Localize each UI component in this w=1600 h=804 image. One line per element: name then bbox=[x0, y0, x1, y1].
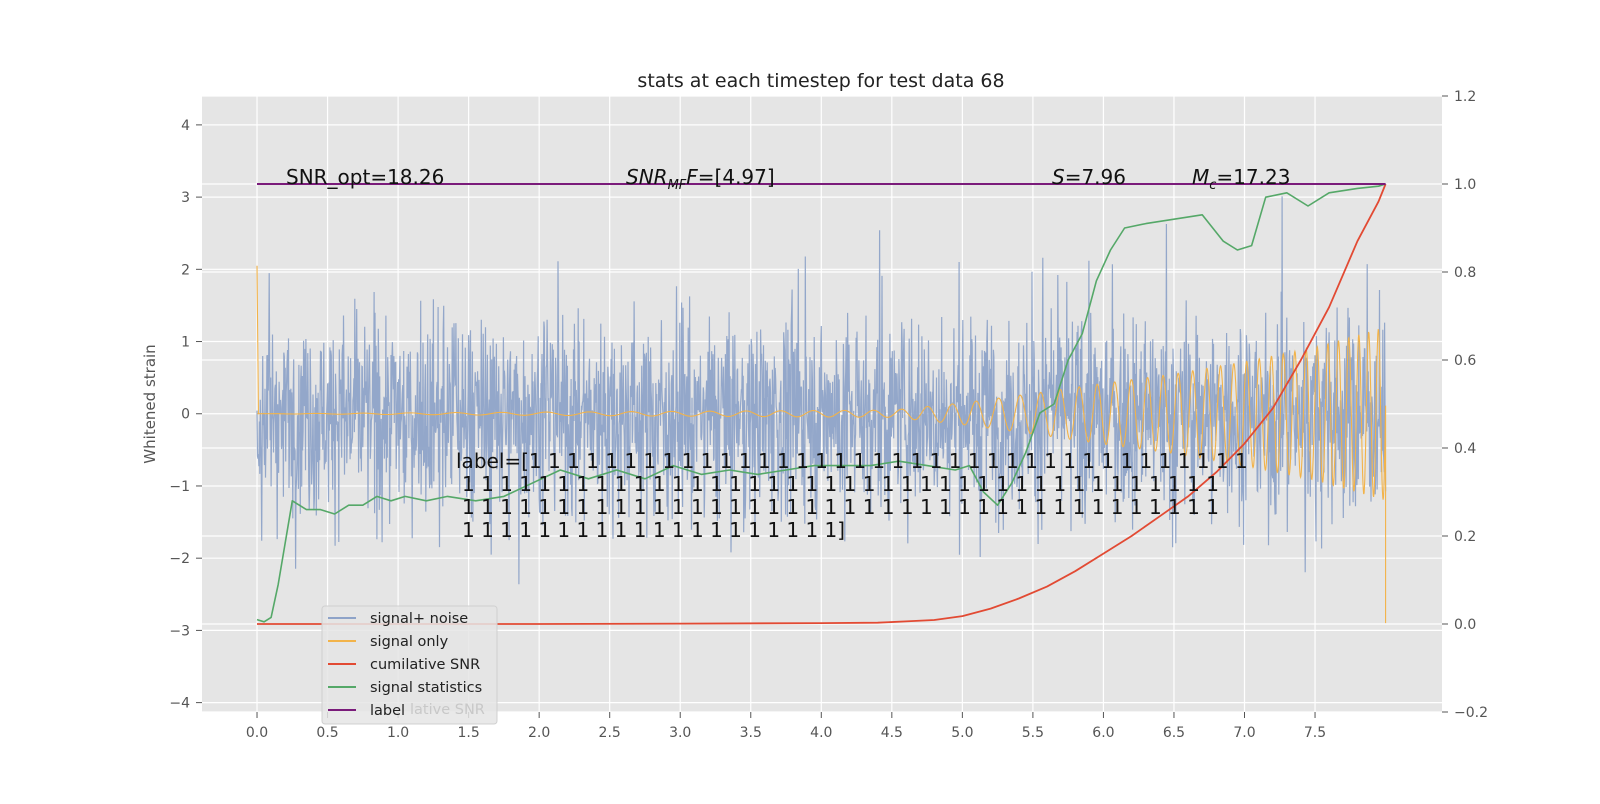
y-tick-label: −2 bbox=[169, 551, 190, 567]
x-tick-label: 4.0 bbox=[810, 725, 832, 741]
series-signal-noise bbox=[256, 196, 1387, 585]
x-tick-label: 7.5 bbox=[1304, 725, 1326, 741]
x-tick-label: 2.5 bbox=[599, 725, 621, 741]
y-axis-label: Whitened strain bbox=[141, 344, 159, 463]
series-signal-statistics bbox=[256, 183, 1386, 623]
y-tick-label: 0 bbox=[181, 407, 190, 423]
y-tick-label: 3 bbox=[181, 190, 190, 206]
x-tick-label: 1.0 bbox=[387, 725, 409, 741]
x-tick-label: 3.0 bbox=[669, 725, 691, 741]
y-tick-label: 1 bbox=[181, 335, 190, 351]
y-tick-label: −3 bbox=[169, 623, 190, 639]
y2-tick-label: 0.2 bbox=[1454, 529, 1476, 545]
legend-bleed-text: lative SNR bbox=[410, 702, 485, 718]
y2-tick-label: 1.2 bbox=[1454, 89, 1476, 105]
series-layer bbox=[256, 183, 1387, 625]
x-tick-label: 0.0 bbox=[246, 725, 268, 741]
label-array-line: label=[1 1 1 1 1 1 1 1 1 1 1 1 1 1 1 1 1… bbox=[456, 449, 1248, 473]
x-tick-label: 2.0 bbox=[528, 725, 550, 741]
y-tick-label: 2 bbox=[181, 262, 190, 278]
y2-tick-label: 0.0 bbox=[1454, 617, 1476, 633]
y-tick-label: −1 bbox=[169, 479, 190, 495]
y2-tick-label: 1.0 bbox=[1454, 177, 1476, 193]
annotations: SNR_opt=18.26 SNRMFF=[4.97] S=7.96 Mc=17.23… bbox=[286, 165, 1290, 542]
x-tick-label: 5.5 bbox=[1022, 725, 1044, 741]
chart-title: stats at each timestep for test data 68 bbox=[637, 70, 1004, 92]
x-tick-label: 1.5 bbox=[457, 725, 479, 741]
series-cumulative-snr bbox=[257, 183, 1387, 625]
legend-entry: signal statistics bbox=[370, 680, 482, 696]
x-tick-label: 6.0 bbox=[1092, 725, 1114, 741]
x-tick-label: 0.5 bbox=[316, 725, 338, 741]
legend: lative SNR signal+ noise signal only cumila… bbox=[321, 605, 498, 725]
axes: 0.0 0.5 1.0 1.5 2.0 2.5 3.0 3.5 4.0 4.5 5.0 5.5 6.0 6… bbox=[169, 89, 1488, 741]
y2-tick-label: 0.8 bbox=[1454, 265, 1476, 281]
y2-tick-label: 0.6 bbox=[1454, 353, 1476, 369]
legend-box bbox=[321, 605, 498, 725]
annotation-snr-opt: SNR_opt=18.26 bbox=[286, 165, 444, 189]
y-tick-label: −4 bbox=[169, 696, 190, 712]
x-tick-label: 4.5 bbox=[881, 725, 903, 741]
label-array-line: 1 1 1 1 1 1 1 1 1 1 1 1 1 1 1 1 1 1 1 1 … bbox=[462, 472, 1219, 496]
label-array-line: 1 1 1 1 1 1 1 1 1 1 1 1 1 1 1 1 1 1 1 1] bbox=[462, 518, 845, 542]
legend-entry: label bbox=[370, 703, 405, 719]
x-tick-label: 5.0 bbox=[951, 725, 973, 741]
y2-tick-label: 0.4 bbox=[1454, 441, 1476, 457]
legend-entry: signal only bbox=[370, 634, 449, 650]
y-tick-label: 4 bbox=[181, 118, 190, 134]
x-tick-label: 6.5 bbox=[1163, 725, 1185, 741]
label-array-line: 1 1 1 1 1 1 1 1 1 1 1 1 1 1 1 1 1 1 1 1 … bbox=[462, 495, 1219, 519]
annotation-snr-mf: SNRMFF=[4.97] bbox=[626, 165, 775, 193]
x-tick-label: 3.5 bbox=[740, 725, 762, 741]
annotation-mc: Mc=17.23 bbox=[1192, 165, 1290, 193]
annotation-label-array: label=[1 1 1 1 1 1 1 1 1 1 1 1 1 1 1 1 1… bbox=[456, 449, 1248, 542]
legend-entry: signal+ noise bbox=[370, 611, 468, 627]
y2-tick-label: −0.2 bbox=[1454, 705, 1488, 721]
annotation-s: S=7.96 bbox=[1052, 165, 1126, 189]
series-signal-only bbox=[256, 265, 1387, 624]
x-tick-label: 7.0 bbox=[1233, 725, 1255, 741]
legend-entry: cumilative SNR bbox=[370, 657, 480, 673]
